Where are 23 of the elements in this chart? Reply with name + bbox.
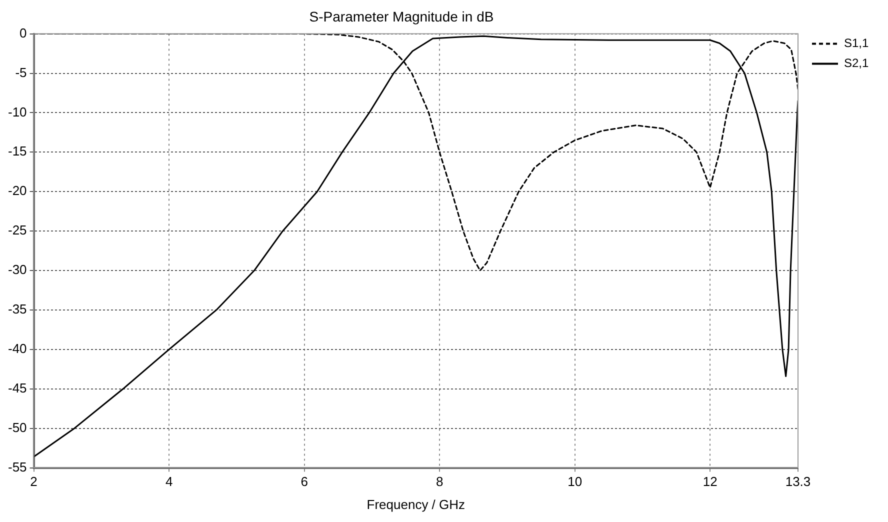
x-tick-label: 2	[30, 474, 38, 490]
x-tick-label: 10	[568, 474, 582, 490]
y-tick-label: -30	[8, 262, 27, 278]
y-tick-label: -55	[8, 459, 27, 474]
x-tick-label: 6	[300, 474, 308, 490]
y-tick-label: -5	[15, 64, 27, 80]
y-tick-label: -45	[8, 380, 27, 396]
x-tick-label: 4	[165, 474, 173, 490]
y-tick-label: 0	[20, 25, 27, 40]
x-tick-label: 12	[702, 474, 718, 490]
y-tick-label: -25	[8, 222, 27, 238]
chart-title: S-Parameter Magnitude in dB	[309, 8, 494, 24]
legend-label: S1,1	[844, 36, 870, 50]
y-tick-label: -20	[8, 183, 27, 198]
x-tick-label: 13.3	[785, 474, 811, 490]
x-tick-label: 8	[436, 474, 444, 490]
legend-label: S2,1	[844, 56, 870, 70]
y-tick-label: -15	[8, 144, 27, 159]
y-tick-label: -10	[8, 104, 27, 120]
x-axis-title: Frequency / GHz	[366, 496, 466, 512]
y-tick-label: -35	[8, 302, 27, 317]
y-tick-label: -50	[8, 420, 27, 435]
y-tick-label: -40	[8, 341, 27, 356]
